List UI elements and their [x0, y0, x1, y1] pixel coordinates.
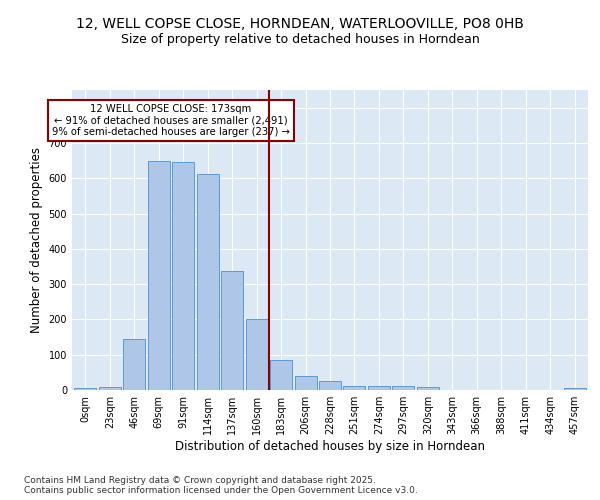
Bar [197, 174, 219, 390]
Bar [319, 381, 341, 390]
Bar [172, 162, 194, 390]
Bar [417, 387, 439, 390]
Bar [270, 360, 292, 390]
Bar [295, 376, 317, 390]
Text: 12 WELL COPSE CLOSE: 173sqm
← 91% of detached houses are smaller (2,491)
9% of s: 12 WELL COPSE CLOSE: 173sqm ← 91% of det… [52, 104, 290, 138]
Text: 12, WELL COPSE CLOSE, HORNDEAN, WATERLOOVILLE, PO8 0HB: 12, WELL COPSE CLOSE, HORNDEAN, WATERLOO… [76, 18, 524, 32]
Bar [74, 388, 97, 390]
Text: Size of property relative to detached houses in Horndean: Size of property relative to detached ho… [121, 32, 479, 46]
Bar [368, 386, 390, 390]
X-axis label: Distribution of detached houses by size in Horndean: Distribution of detached houses by size … [175, 440, 485, 453]
Bar [245, 320, 268, 390]
Bar [99, 387, 121, 390]
Bar [563, 388, 586, 390]
Bar [124, 339, 145, 390]
Text: Contains HM Land Registry data © Crown copyright and database right 2025.
Contai: Contains HM Land Registry data © Crown c… [24, 476, 418, 495]
Bar [343, 386, 365, 390]
Bar [392, 386, 415, 390]
Bar [148, 162, 170, 390]
Bar [221, 271, 243, 390]
Y-axis label: Number of detached properties: Number of detached properties [30, 147, 43, 333]
